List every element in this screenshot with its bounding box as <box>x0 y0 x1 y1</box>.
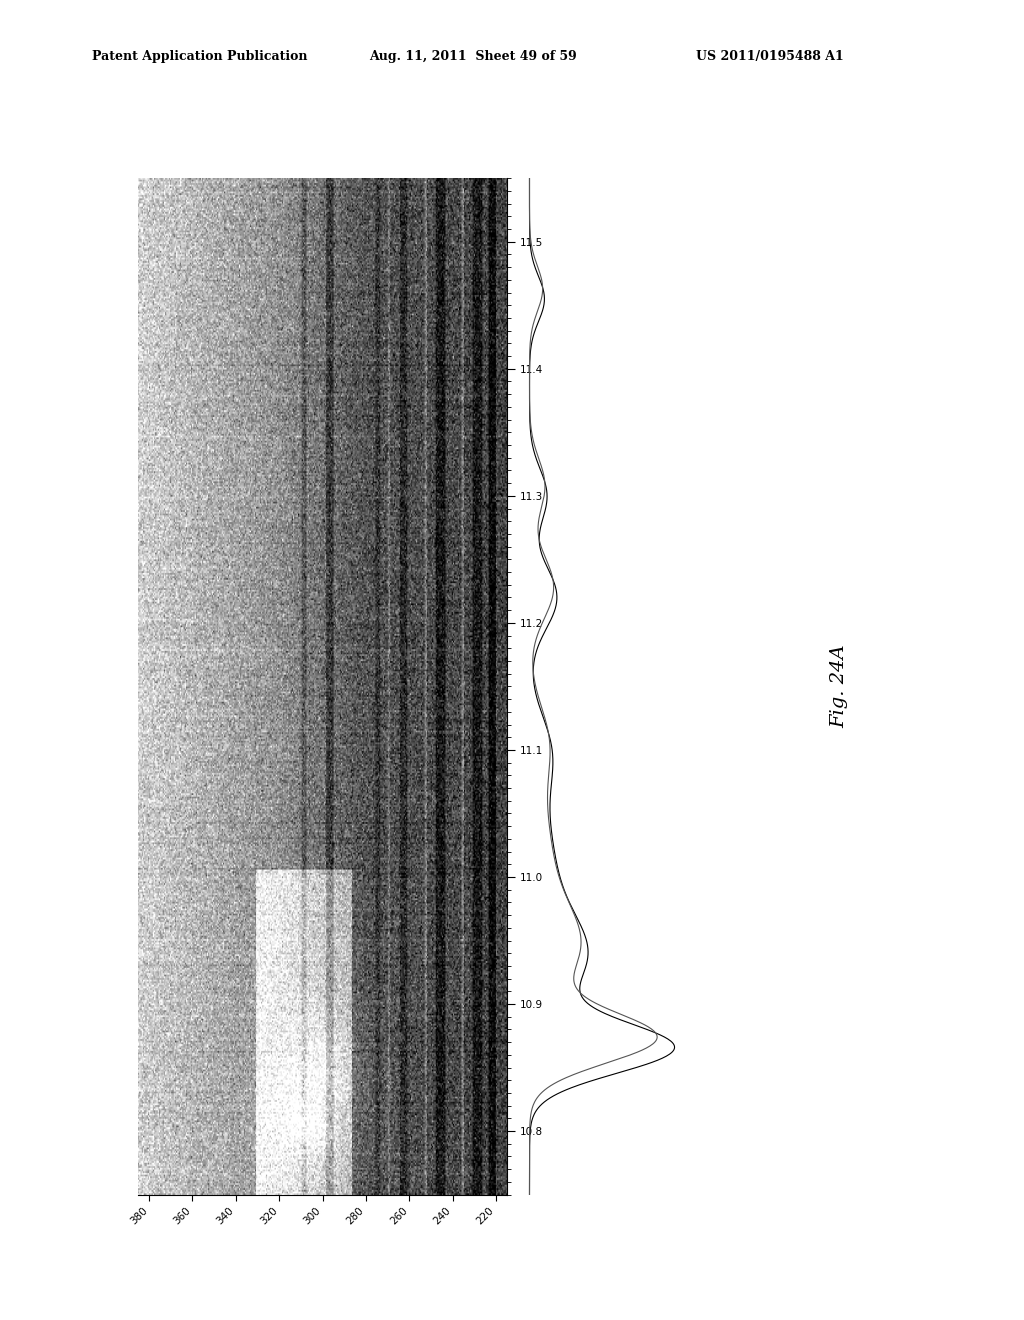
Text: Fig. 24A: Fig. 24A <box>830 644 849 729</box>
Text: Patent Application Publication: Patent Application Publication <box>92 50 307 63</box>
Text: Aug. 11, 2011  Sheet 49 of 59: Aug. 11, 2011 Sheet 49 of 59 <box>369 50 577 63</box>
Text: US 2011/0195488 A1: US 2011/0195488 A1 <box>696 50 844 63</box>
